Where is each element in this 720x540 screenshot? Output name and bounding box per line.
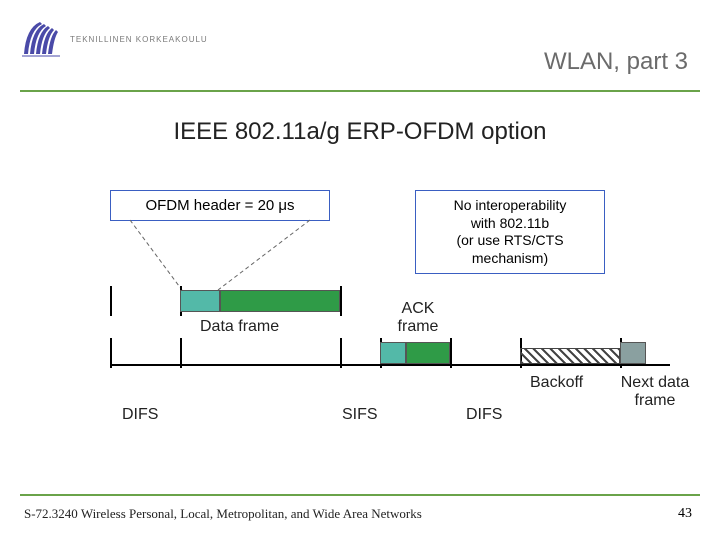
data-frame-label: Data frame: [200, 318, 279, 336]
ofdm-header-box: OFDM header = 20 μs: [110, 190, 330, 221]
timing-diagram: Data frame ACK frame Backoff Next data: [110, 290, 630, 440]
ack-frame-label: ACK frame: [388, 300, 448, 335]
page-number: 43: [678, 506, 692, 522]
header: TEKNILLINEN KORKEAKOULU: [20, 18, 208, 60]
footer-text: S-72.3240 Wireless Personal, Local, Metr…: [24, 506, 422, 522]
next-header-segment: [620, 342, 646, 364]
institution-label: TEKNILLINEN KORKEAKOULU: [70, 35, 208, 44]
data-payload-segment: [220, 290, 340, 312]
ack-header-segment: [380, 342, 406, 364]
top-rule: [20, 90, 700, 92]
backoff-segment: [520, 348, 620, 364]
interop-box: No interoperability with 802.11b (or use…: [415, 190, 605, 274]
ofdm-header-text: OFDM header = 20 μs: [145, 197, 294, 214]
difs1-start-line: [110, 286, 112, 316]
difs2-label: DIFS: [466, 406, 502, 424]
interop-line4: mechanism): [430, 250, 590, 268]
r2-data-start: [180, 338, 182, 368]
interop-line2: with 802.11b: [430, 215, 590, 233]
connector-lines-icon: [0, 0, 720, 540]
data-end-line: [340, 286, 342, 316]
sifs-label: SIFS: [342, 406, 378, 424]
bottom-rule: [20, 494, 700, 496]
interop-line3: (or use RTS/CTS: [430, 232, 590, 250]
r2-data-end: [340, 338, 342, 368]
baseline: [110, 364, 670, 366]
university-logo-icon: [20, 18, 62, 60]
r2-ack-end: [450, 338, 452, 368]
slide-title: IEEE 802.11a/g ERP-OFDM option: [0, 118, 720, 146]
next-data-label: Next data frame: [610, 374, 700, 411]
difs1-label: DIFS: [122, 406, 158, 424]
data-header-segment: [180, 290, 220, 312]
slide-topic: WLAN, part 3: [544, 48, 688, 76]
ack-payload-segment: [406, 342, 450, 364]
r2-difs1-start: [110, 338, 112, 368]
interop-line1: No interoperability: [430, 197, 590, 215]
backoff-label: Backoff: [530, 374, 583, 392]
